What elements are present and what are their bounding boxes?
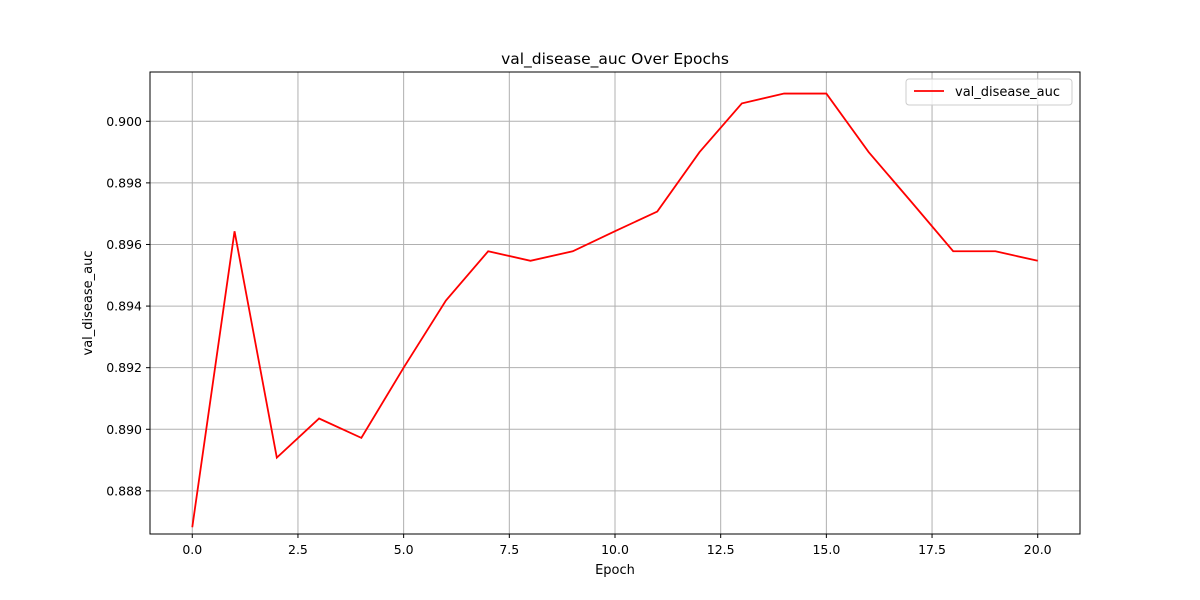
y-axis-ticks: 0.888 0.890 0.892 0.894 0.896 0.898 0.900: [106, 114, 150, 498]
x-tick-label: 10.0: [601, 542, 629, 557]
series-line-val-disease-auc: [191, 92, 1038, 528]
y-tick-label: 0.898: [106, 175, 142, 190]
y-tick-label: 0.888: [106, 483, 142, 498]
legend: val_disease_auc: [905, 78, 1073, 106]
x-tick-label: 12.5: [707, 542, 735, 557]
y-tick-label: 0.892: [106, 360, 142, 375]
x-tick-label: 20.0: [1024, 542, 1052, 557]
x-tick-label: 5.0: [394, 542, 414, 557]
y-tick-label: 0.896: [106, 237, 142, 252]
y-axis-label: val_disease_auc: [81, 251, 96, 356]
x-axis-label: Epoch: [595, 563, 635, 578]
chart-title: val_disease_auc Over Epochs: [501, 50, 729, 69]
x-tick-label: 2.5: [288, 542, 308, 557]
x-tick-label: 15.0: [812, 542, 840, 557]
legend-label-val-disease-auc: val_disease_auc: [955, 85, 1060, 100]
y-tick-label: 0.900: [106, 114, 142, 129]
x-tick-label: 7.5: [499, 542, 519, 557]
x-tick-label: 0.0: [182, 542, 202, 557]
legend-box: [905, 78, 1073, 106]
y-tick-label: 0.890: [106, 422, 142, 437]
y-tick-label: 0.894: [106, 299, 142, 314]
grid-lines: [150, 72, 1080, 534]
x-axis-ticks: 0.0 2.5 5.0 7.5 10.0 12.5 15.0 17.5 20.0: [182, 534, 1052, 557]
x-tick-label: 17.5: [918, 542, 946, 557]
